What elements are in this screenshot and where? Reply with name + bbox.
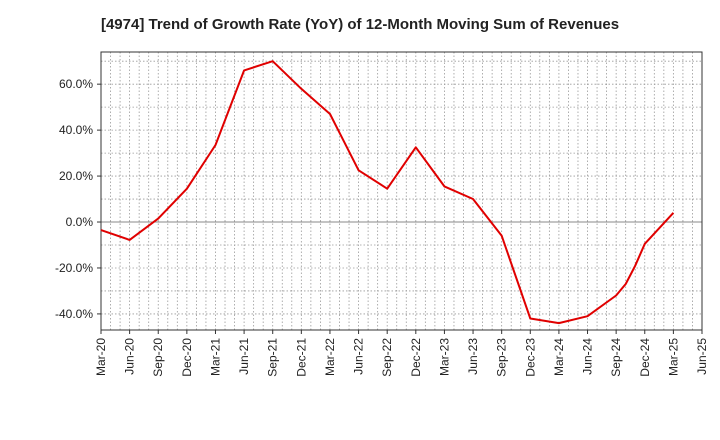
- x-tick-label: Sep-23: [495, 338, 509, 377]
- x-tick-label: Mar-24: [552, 338, 566, 376]
- y-tick-label: 20.0%: [59, 169, 93, 183]
- x-tick-label: Dec-21: [294, 338, 308, 377]
- x-tick-label: Dec-20: [180, 338, 194, 377]
- x-tick-label: Dec-22: [409, 338, 423, 377]
- x-tick-label: Sep-20: [151, 338, 165, 377]
- x-tick-label: Dec-23: [523, 338, 537, 377]
- x-tick-label: Sep-21: [266, 338, 280, 377]
- x-tick-label: Jun-23: [466, 338, 480, 375]
- x-tick-label: Jun-20: [123, 338, 137, 375]
- x-tick-label: Sep-24: [609, 338, 623, 377]
- x-tick-label: Mar-20: [94, 338, 108, 376]
- y-tick-label: 40.0%: [59, 123, 93, 137]
- x-tick-label: Dec-24: [638, 338, 652, 377]
- x-tick-label: Jun-21: [237, 338, 251, 375]
- plot-border: [100, 51, 703, 331]
- x-tick-label: Mar-23: [437, 338, 451, 376]
- x-tick-label: Jun-24: [581, 338, 595, 375]
- plot-area: [101, 52, 702, 330]
- series-line: [100, 60, 675, 325]
- x-tick-label: Mar-25: [666, 338, 680, 376]
- y-tick-label: -20.0%: [55, 261, 93, 275]
- y-tick-label: -40.0%: [55, 307, 93, 321]
- y-tick-label: 60.0%: [59, 77, 93, 91]
- y-tick-label: 0.0%: [66, 215, 94, 229]
- chart-title: [4974] Trend of Growth Rate (YoY) of 12-…: [100, 16, 620, 33]
- x-tick-label: Sep-22: [380, 338, 394, 377]
- x-tick-label: Mar-22: [323, 338, 337, 376]
- x-tick-label: Jun-22: [352, 338, 366, 375]
- x-tick-label: Mar-21: [208, 338, 222, 376]
- x-tick-label: Jun-25: [695, 338, 709, 375]
